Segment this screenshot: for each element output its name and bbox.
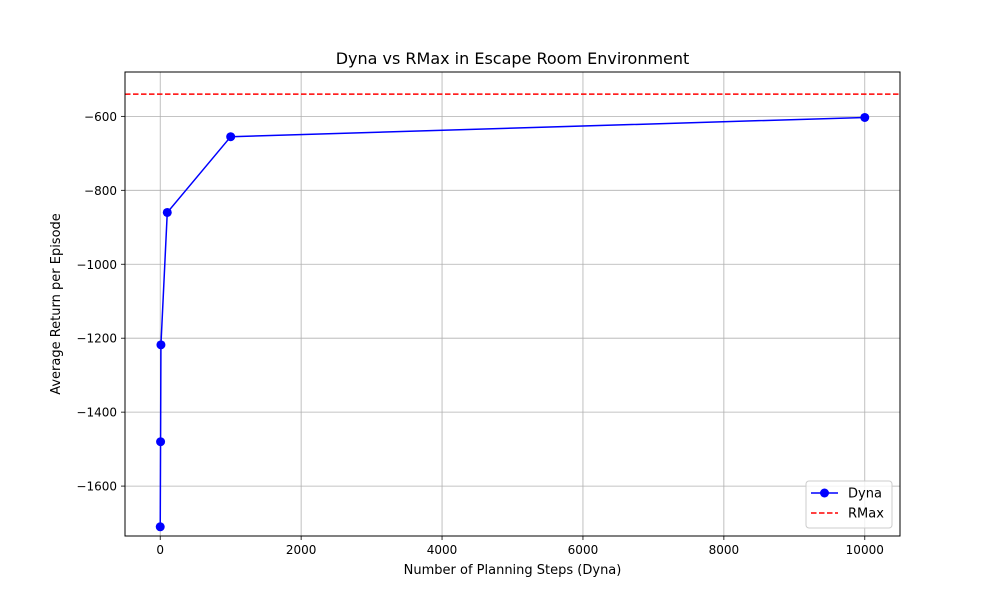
chart-title: Dyna vs RMax in Escape Room Environment xyxy=(336,49,690,68)
dyna-point xyxy=(156,340,166,350)
x-tick-label: 6000 xyxy=(568,543,599,557)
dyna-point xyxy=(860,112,870,122)
x-axis: 0 2000 4000 6000 8000 10000 xyxy=(156,536,884,557)
x-axis-title: Number of Planning Steps (Dyna) xyxy=(404,563,622,578)
dyna-point xyxy=(162,207,172,217)
y-tick-label: −1400 xyxy=(76,406,117,420)
plot-frame xyxy=(124,71,901,537)
plot-area xyxy=(125,72,900,536)
y-tick-label: −600 xyxy=(84,110,117,124)
y-tick-label: −1600 xyxy=(76,480,117,494)
legend: Dyna RMax xyxy=(805,480,893,529)
y-tick-label: −1200 xyxy=(76,332,117,346)
grid xyxy=(125,72,900,536)
series xyxy=(155,112,870,532)
x-tick-label: 10000 xyxy=(846,543,884,557)
y-axis: −1600 −1400 −1200 −1000 −800 −600 xyxy=(76,110,125,494)
x-tick-label: 4000 xyxy=(427,543,458,557)
dyna-point xyxy=(155,522,165,532)
legend-dyna-marker xyxy=(820,488,829,498)
dyna-point xyxy=(226,132,236,142)
legend-rmax-label: RMax xyxy=(848,507,884,522)
y-tick-label: −800 xyxy=(84,184,117,198)
dyna-point xyxy=(156,437,166,447)
x-tick-label: 2000 xyxy=(286,543,317,557)
y-axis-title: Average Return per Episode xyxy=(49,213,64,395)
y-tick-label: −1000 xyxy=(76,258,117,272)
legend-dyna-label: Dyna xyxy=(848,487,882,502)
x-tick-label: 8000 xyxy=(709,543,740,557)
x-tick-label: 0 xyxy=(156,543,164,557)
dyna-line xyxy=(159,116,865,527)
